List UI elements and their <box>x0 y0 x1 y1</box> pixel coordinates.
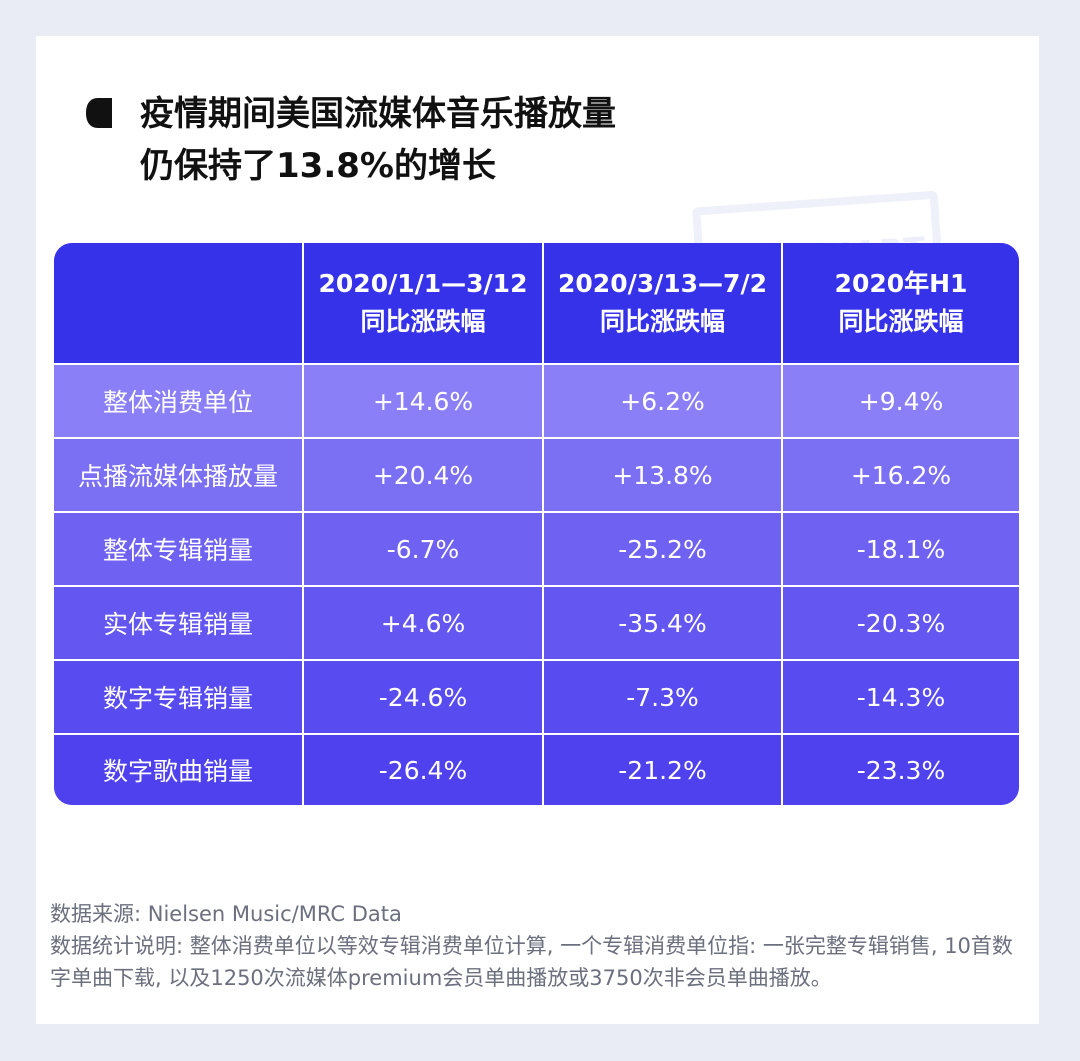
table-cell: -6.7% <box>302 513 542 585</box>
header-cell-period-1: 2020/1/1—3/12 同比涨跌幅 <box>302 243 542 363</box>
table-row: 整体消费单位 +14.6% +6.2% +9.4% <box>54 363 1019 437</box>
table-cell: +13.8% <box>542 439 781 511</box>
table-cell: -18.1% <box>781 513 1019 585</box>
row-label: 数字专辑销量 <box>102 684 253 713</box>
table-cell: +4.6% <box>302 587 542 659</box>
table-cell: -21.2% <box>542 735 781 805</box>
header-cell-period-3: 2020年H1 同比涨跌幅 <box>781 243 1019 363</box>
table-cell: +6.2% <box>542 365 781 437</box>
data-source: 数据来源: Nielsen Music/MRC Data <box>50 902 402 926</box>
table-row: 点播流媒体播放量 +20.4% +13.8% +16.2% <box>54 437 1019 511</box>
row-label: 实体专辑销量 <box>102 610 253 639</box>
infographic-card: UNI CHART 疫情期间美国流媒体音乐播放量 仍保持了13.8%的增长 20… <box>36 36 1039 1024</box>
page-title: 疫情期间美国流媒体音乐播放量 仍保持了13.8%的增长 <box>140 88 900 192</box>
table-cell: -20.3% <box>781 587 1019 659</box>
row-label: 数字歌曲销量 <box>102 757 253 786</box>
table-header-row: 2020/1/1—3/12 同比涨跌幅 2020/3/13—7/2 同比涨跌幅 … <box>54 243 1019 363</box>
data-table: 2020/1/1—3/12 同比涨跌幅 2020/3/13—7/2 同比涨跌幅 … <box>54 243 1019 805</box>
table-cell: -23.3% <box>781 735 1019 805</box>
table-cell: -7.3% <box>542 661 781 733</box>
title-line-2: 仍保持了13.8%的增长 <box>140 146 496 186</box>
header-metric-2: 同比涨跌幅 <box>599 307 725 336</box>
table-cell: +16.2% <box>781 439 1019 511</box>
header-period-1: 2020/1/1—3/12 <box>318 269 528 298</box>
title-marker-icon <box>86 98 112 128</box>
table-cell: -25.2% <box>542 513 781 585</box>
header-cell-empty <box>54 243 302 363</box>
table-cell: +14.6% <box>302 365 542 437</box>
table-cell: +20.4% <box>302 439 542 511</box>
title-line-1: 疫情期间美国流媒体音乐播放量 <box>140 94 616 134</box>
header-metric-1: 同比涨跌幅 <box>360 307 486 336</box>
row-label: 整体专辑销量 <box>102 536 253 565</box>
table-cell: -14.3% <box>781 661 1019 733</box>
table-row: 整体专辑销量 -6.7% -25.2% -18.1% <box>54 511 1019 585</box>
header-period-3: 2020年H1 <box>834 269 968 298</box>
table-row: 数字专辑销量 -24.6% -7.3% -14.3% <box>54 659 1019 733</box>
header-metric-3: 同比涨跌幅 <box>838 307 964 336</box>
table-row: 实体专辑销量 +4.6% -35.4% -20.3% <box>54 585 1019 659</box>
header-cell-period-2: 2020/3/13—7/2 同比涨跌幅 <box>542 243 781 363</box>
row-label: 点播流媒体播放量 <box>77 462 278 491</box>
footnote: 数据来源: Nielsen Music/MRC Data 数据统计说明: 整体消… <box>50 898 1030 994</box>
row-label: 整体消费单位 <box>102 388 253 417</box>
header-period-2: 2020/3/13—7/2 <box>558 269 767 298</box>
table-cell: +9.4% <box>781 365 1019 437</box>
table-cell: -35.4% <box>542 587 781 659</box>
data-note: 数据统计说明: 整体消费单位以等效专辑消费单位计算, 一个专辑消费单位指: 一张… <box>50 934 1013 990</box>
table-cell: -24.6% <box>302 661 542 733</box>
table-cell: -26.4% <box>302 735 542 805</box>
table-row: 数字歌曲销量 -26.4% -21.2% -23.3% <box>54 733 1019 805</box>
